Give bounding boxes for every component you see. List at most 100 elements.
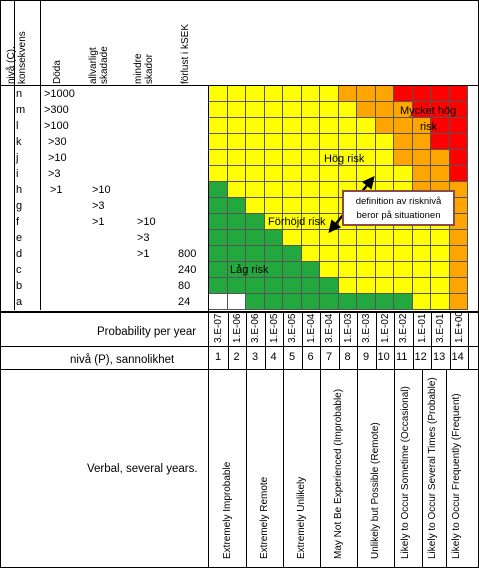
- matrix-cell: [246, 214, 265, 230]
- row-a-value-3: 24: [178, 296, 191, 308]
- verbal-item-7: Likely to Occur Frequently (Frequent): [450, 393, 462, 559]
- matrix-cell: [394, 230, 413, 246]
- verbal-item-2: Extremely Unlikely: [295, 476, 307, 559]
- matrix-cell: [301, 278, 320, 294]
- row-j-value-0: >10: [48, 152, 67, 164]
- matrix-cell: [246, 294, 265, 310]
- row-level-j: j: [16, 152, 19, 164]
- matrix-cell: [227, 150, 246, 166]
- probability-value: 3.E-07: [213, 313, 224, 343]
- level-p-value: 8: [344, 351, 351, 363]
- prob-col-separator: [376, 312, 377, 369]
- matrix-cell: [338, 278, 357, 294]
- verbal-row-label: Verbal, several years.: [87, 463, 198, 475]
- matrix-cell: [375, 166, 394, 182]
- matrix-cell: [301, 166, 320, 182]
- prob-col-separator: [431, 312, 432, 369]
- matrix-cell: [209, 102, 228, 118]
- matrix-cell: [301, 230, 320, 246]
- row-f-value-1: >1: [92, 216, 105, 228]
- matrix-cell: [209, 278, 228, 294]
- row-n-value-0: >1000: [44, 88, 75, 100]
- prob-col-separator: [413, 312, 414, 369]
- level-p-value: 11: [396, 351, 408, 363]
- matrix-cell: [320, 102, 339, 118]
- matrix-cell: [209, 166, 228, 182]
- matrix-cell: [338, 246, 357, 262]
- prob-col-separator: [320, 312, 321, 369]
- matrix-cell: [394, 262, 413, 278]
- matrix-bottom: [0, 311, 479, 313]
- row-level-b: b: [16, 280, 23, 292]
- row-level-i: i: [16, 168, 19, 180]
- matrix-cell: [209, 246, 228, 262]
- matrix-cell: [412, 118, 431, 134]
- matrix-cell: [338, 262, 357, 278]
- row-c-value-3: 240: [178, 264, 197, 276]
- probability-value: 3.E-04: [324, 313, 335, 343]
- matrix-cell: [227, 86, 246, 102]
- level-p-value: 6: [307, 351, 314, 363]
- matrix-cell: [394, 166, 413, 182]
- verbal-item-5: Likely to Occur Sometime (Occasional): [400, 386, 412, 559]
- matrix-cell: [209, 182, 228, 198]
- matrix-cell: [283, 150, 302, 166]
- matrix-cell: [283, 246, 302, 262]
- matrix-cell: [357, 294, 376, 310]
- probability-value: 1.E+00: [453, 311, 465, 343]
- matrix-cell: [264, 182, 283, 198]
- matrix-cell: [283, 86, 302, 102]
- matrix-cell: [227, 214, 246, 230]
- matrix-cell: [375, 102, 394, 118]
- matrix-cell: [394, 134, 413, 150]
- matrix-cell: [283, 102, 302, 118]
- matrix-cell: [412, 134, 431, 150]
- matrix-cell: [431, 166, 450, 182]
- matrix-cell: [246, 150, 265, 166]
- matrix-cell: [431, 230, 450, 246]
- row-level-c: c: [16, 264, 22, 276]
- label-very-high-risk: Mycket hög: [400, 105, 457, 117]
- level-p-value: 7: [326, 351, 333, 363]
- matrix-cell: [375, 262, 394, 278]
- matrix-cell: [449, 230, 468, 246]
- row-i-value-0: >3: [48, 168, 61, 180]
- prob-col-separator: [283, 312, 284, 369]
- matrix-cell: [283, 278, 302, 294]
- verbal-item-4: Unlikely but Possible (Remote): [369, 422, 381, 559]
- matrix-cell: [357, 262, 376, 278]
- level-p-value: 5: [289, 351, 296, 363]
- matrix-cell: [246, 118, 265, 134]
- label-elevated-risk: Förhöjd risk: [268, 216, 326, 228]
- matrix-cell: [209, 118, 228, 134]
- matrix-cell: [338, 150, 357, 166]
- matrix-cell: [320, 262, 339, 278]
- column-header-deaths: Döda: [52, 60, 63, 84]
- row-b-value-3: 80: [178, 280, 191, 292]
- row-h-value-0: >1: [50, 184, 63, 196]
- matrix-cell: [283, 262, 302, 278]
- prob-col-separator: [468, 312, 469, 369]
- matrix-cell: [375, 230, 394, 246]
- matrix-cell: [227, 262, 246, 278]
- matrix-cell: [246, 198, 265, 214]
- matrix-cell: [394, 86, 413, 102]
- verbal-separator: [283, 369, 284, 567]
- matrix-cell: [357, 278, 376, 294]
- matrix-cell: [357, 86, 376, 102]
- row-h-value-1: >10: [92, 184, 111, 196]
- matrix-cell: [264, 294, 283, 310]
- prob-col-separator: [302, 312, 303, 369]
- level-p-value: 10: [377, 351, 390, 363]
- prob-col-separator: [265, 312, 266, 369]
- matrix-cell: [375, 246, 394, 262]
- matrix-cell: [357, 246, 376, 262]
- matrix-cell: [301, 262, 320, 278]
- matrix-cell: [431, 294, 450, 310]
- note-line-2: beror på situationen: [356, 210, 441, 221]
- row-level-m: m: [16, 104, 26, 116]
- probability-value: 1.E-05: [268, 313, 280, 343]
- row-k-value-0: >30: [48, 136, 67, 148]
- label-low-risk: Låg risk: [230, 264, 269, 276]
